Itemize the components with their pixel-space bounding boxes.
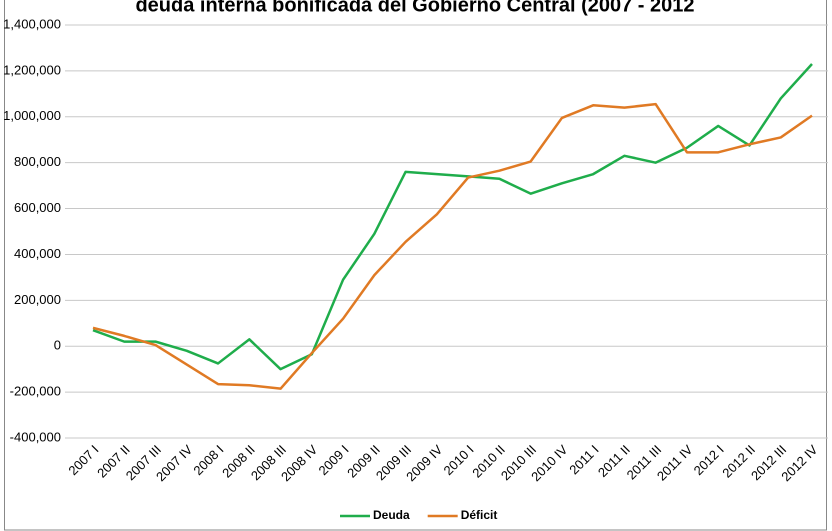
y-tick-label: 1,400,000	[3, 16, 61, 31]
chart-frame	[4, 0, 827, 531]
y-tick-label: 1,200,000	[3, 62, 61, 77]
legend-label: Deuda	[373, 508, 410, 522]
legend-label: Déficit	[461, 508, 498, 522]
line-series	[92, 102, 813, 390]
y-tick-label: 200,000	[14, 292, 61, 307]
y-tick-label: 400,000	[14, 246, 61, 261]
line-series	[92, 63, 813, 371]
y-tick-label: 600,000	[14, 200, 61, 215]
chart-title: deuda interna bonificada del Gobierno Ce…	[135, 0, 694, 16]
y-tick-label: 800,000	[14, 154, 61, 169]
y-tick-label: 0	[54, 338, 61, 353]
y-tick-label: -400,000	[10, 429, 61, 444]
x-tick-label: 2011 IV	[654, 442, 696, 484]
y-tick-label: -200,000	[10, 384, 61, 399]
y-tick-label: 1,000,000	[3, 108, 61, 123]
